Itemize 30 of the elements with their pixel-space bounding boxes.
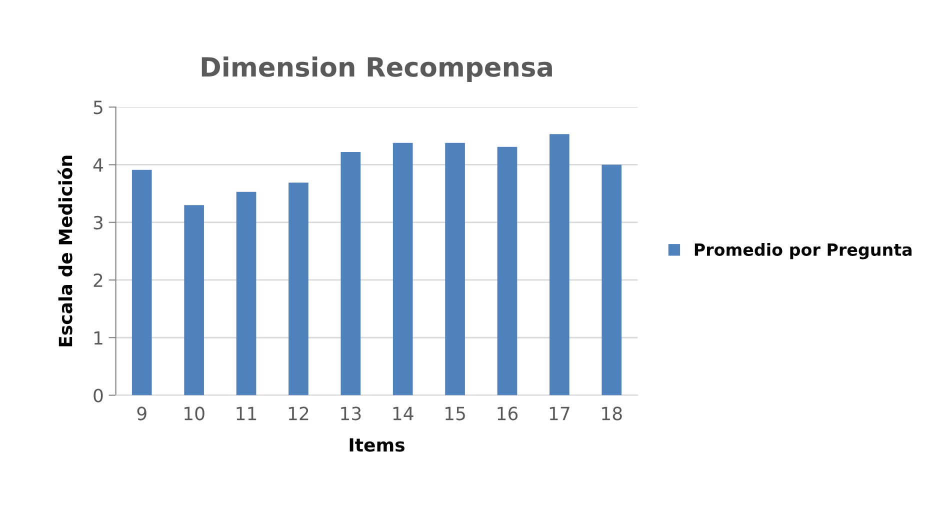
- bar: [550, 134, 570, 396]
- bar: [392, 142, 413, 396]
- x-tick-label: 9: [137, 406, 146, 420]
- y-tick-label: 2: [94, 273, 102, 287]
- bar: [132, 170, 152, 396]
- y-tick-label: 0: [94, 388, 103, 402]
- y-tick-label: 5: [94, 100, 102, 114]
- y-tick-label: 3: [94, 216, 103, 230]
- x-tick-label: 15: [446, 406, 465, 420]
- x-tick-label: 17: [550, 406, 570, 420]
- bar: [497, 146, 518, 396]
- x-axis-title: Items: [350, 438, 404, 452]
- legend-label: Promedio por Pregunta: [694, 243, 912, 260]
- y-axis-title: Escala de Medición: [58, 156, 72, 346]
- bar: [602, 164, 622, 396]
- bar: [340, 152, 361, 396]
- x-tick-label: 14: [393, 406, 414, 420]
- bar: [288, 182, 308, 396]
- x-tick-label: 10: [184, 406, 204, 420]
- x-tick-label: 18: [602, 406, 622, 420]
- bar: [184, 205, 204, 396]
- bar: [236, 192, 256, 396]
- chart-title: Dimension Recompensa: [202, 56, 552, 82]
- y-tick-label: 1: [94, 331, 102, 344]
- bar: [445, 142, 465, 396]
- x-tick-label: 11: [236, 406, 256, 420]
- y-tick-label: 4: [93, 158, 103, 172]
- x-tick-label: 16: [498, 406, 518, 420]
- x-tick-label: 13: [341, 406, 361, 420]
- x-tick-label: 12: [288, 406, 308, 420]
